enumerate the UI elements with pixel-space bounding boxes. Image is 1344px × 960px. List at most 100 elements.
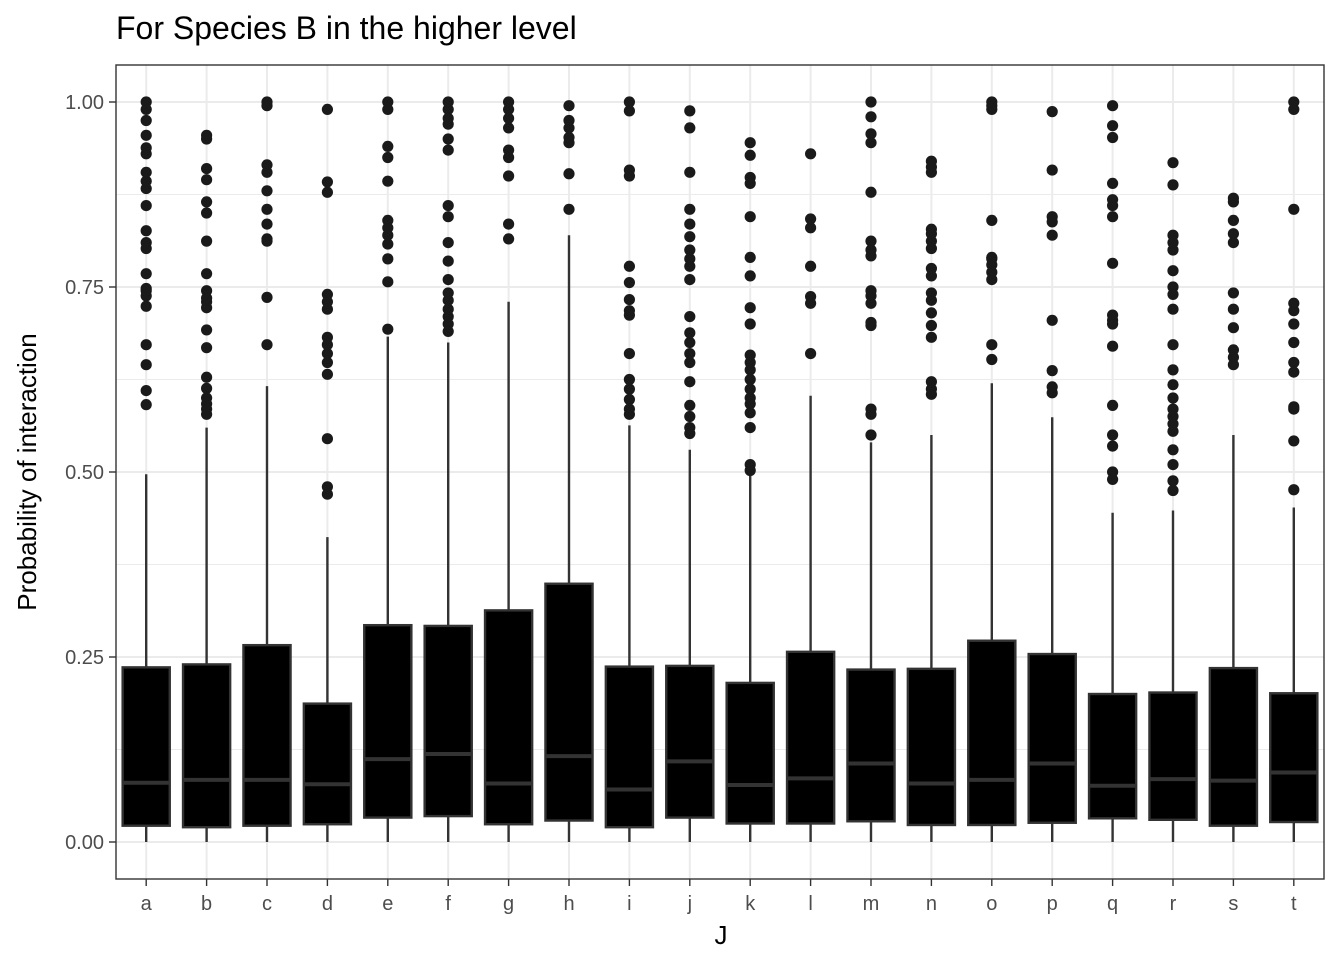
x-axis-title: J	[715, 920, 728, 950]
outlier-point	[261, 96, 273, 108]
outlier-point	[865, 128, 877, 140]
outlier-point	[986, 251, 998, 263]
outlier-point	[744, 149, 756, 161]
outlier-point	[382, 140, 394, 152]
x-tick-label: c	[262, 893, 272, 915]
outlier-point	[321, 433, 333, 445]
outlier-point	[1046, 314, 1058, 326]
box	[483, 609, 534, 826]
outlier-point	[140, 237, 152, 249]
outlier-point	[201, 207, 213, 219]
outlier-point	[140, 129, 152, 141]
outlier-point	[744, 171, 756, 184]
outlier-point	[201, 196, 213, 208]
outlier-point	[321, 481, 333, 493]
x-tick-label: h	[563, 893, 574, 915]
outlier-point	[261, 218, 273, 230]
outlier-point	[623, 305, 636, 317]
outlier-point	[1107, 399, 1119, 411]
outlier-point	[623, 260, 636, 272]
outlier-point	[865, 111, 877, 123]
outlier-point	[382, 238, 394, 250]
outlier-point	[865, 186, 877, 198]
box-group-b	[181, 129, 232, 842]
box	[181, 663, 232, 829]
outlier-point	[865, 137, 877, 149]
outlier-point	[382, 175, 394, 187]
box	[242, 643, 292, 827]
outlier-point	[442, 211, 454, 223]
outlier-point	[140, 96, 152, 108]
outlier-point	[744, 251, 756, 263]
outlier-point	[201, 268, 213, 280]
box-group-j	[665, 105, 715, 842]
box-group-g	[483, 96, 534, 842]
y-tick-label: 0.75	[65, 277, 104, 299]
outlier-point	[442, 144, 454, 156]
outlier-point	[684, 122, 696, 134]
outlier-point	[1167, 475, 1179, 487]
outlier-point	[1046, 106, 1058, 118]
x-tick-label: a	[141, 893, 153, 915]
outlier-point	[321, 103, 333, 115]
outlier-point	[1227, 228, 1239, 240]
outlier-point	[1167, 339, 1179, 351]
box-group-r	[1148, 157, 1198, 842]
outlier-point	[623, 276, 636, 289]
box-group-p	[1027, 106, 1077, 842]
chart-title: For Species B in the higher level	[116, 10, 577, 46]
y-tick-label: 0.50	[65, 462, 104, 484]
box	[665, 664, 715, 819]
box	[1269, 692, 1319, 824]
outlier-point	[201, 235, 213, 247]
outlier-point	[1046, 211, 1058, 223]
outlier-point	[623, 96, 636, 108]
box	[906, 667, 957, 827]
box	[846, 668, 896, 823]
outlier-point	[684, 253, 696, 265]
outlier-point	[1167, 179, 1179, 191]
outlier-point	[140, 175, 152, 187]
box-group-s	[1208, 192, 1259, 842]
outlier-point	[261, 291, 273, 303]
outlier-point	[382, 276, 394, 288]
outlier-point	[261, 233, 273, 245]
box	[785, 650, 836, 825]
outlier-point	[684, 422, 696, 434]
outlier-point	[503, 96, 515, 108]
outlier-point	[201, 129, 213, 141]
box	[1087, 692, 1138, 820]
outlier-point	[321, 331, 333, 343]
outlier-point	[321, 368, 333, 380]
outlier-point	[925, 155, 938, 167]
x-tick-label: b	[201, 893, 212, 915]
outlier-point	[140, 114, 152, 127]
outlier-point	[805, 348, 817, 360]
x-tick-label: i	[627, 893, 631, 915]
outlier-point	[442, 200, 454, 212]
outlier-point	[744, 407, 756, 419]
outlier-point	[1107, 440, 1119, 452]
outlier-point	[865, 429, 877, 441]
outlier-point	[1288, 401, 1300, 413]
outlier-point	[684, 203, 696, 215]
outlier-point	[442, 303, 454, 315]
outlier-point	[201, 371, 213, 383]
outlier-point	[805, 148, 817, 160]
outlier-point	[261, 185, 273, 197]
outlier-point	[140, 200, 152, 212]
outlier-point	[1107, 194, 1119, 206]
box-group-c	[242, 96, 292, 842]
outlier-point	[684, 348, 696, 360]
outlier-point	[321, 186, 333, 198]
outlier-point	[925, 319, 938, 332]
outlier-point	[1288, 366, 1300, 378]
y-axis-title: Probability of interaction	[12, 333, 42, 610]
outlier-point	[925, 223, 938, 235]
outlier-point	[382, 151, 394, 164]
outlier-point	[744, 137, 756, 149]
outlier-point	[503, 233, 515, 245]
outlier-point	[925, 307, 938, 319]
outlier-point	[503, 144, 515, 156]
